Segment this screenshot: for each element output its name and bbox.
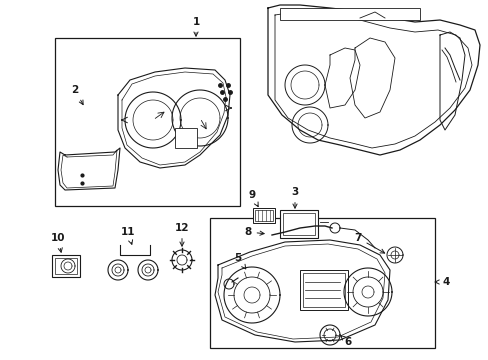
Text: 6: 6: [340, 336, 351, 347]
Text: 2: 2: [71, 85, 83, 105]
Bar: [55, 38, 240, 206]
Polygon shape: [349, 38, 394, 118]
Text: 7: 7: [354, 233, 384, 253]
Text: 4: 4: [434, 277, 449, 287]
Text: 1: 1: [192, 17, 199, 36]
Polygon shape: [58, 148, 120, 190]
Bar: [254, 210, 272, 221]
Text: 11: 11: [121, 227, 135, 244]
Text: 5: 5: [234, 253, 245, 269]
Bar: [303, 273, 345, 307]
Bar: [52, 255, 80, 277]
Bar: [55, 258, 77, 274]
Text: 12: 12: [174, 223, 189, 246]
Bar: [283, 213, 314, 235]
Bar: [280, 210, 317, 238]
Bar: [175, 128, 197, 148]
Polygon shape: [267, 5, 479, 155]
Bar: [252, 208, 274, 223]
Text: 8: 8: [244, 227, 264, 237]
Polygon shape: [325, 48, 359, 108]
Bar: [299, 270, 347, 310]
Bar: [209, 218, 434, 348]
Text: 10: 10: [51, 233, 65, 252]
Text: 3: 3: [291, 187, 298, 208]
Polygon shape: [118, 68, 229, 168]
Polygon shape: [215, 240, 389, 342]
Bar: [280, 8, 419, 20]
Text: 9: 9: [248, 190, 258, 207]
